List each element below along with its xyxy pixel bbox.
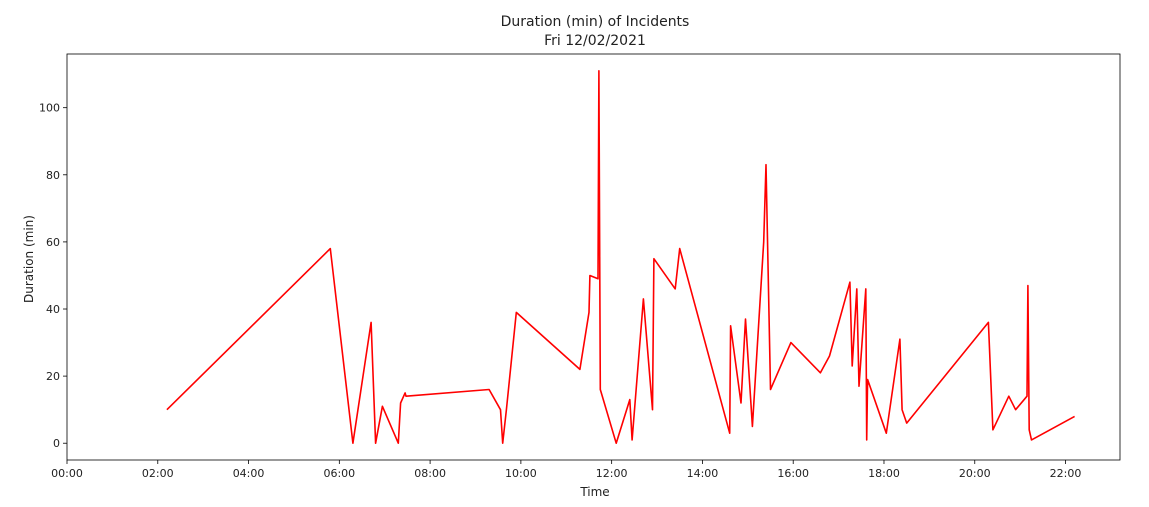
y-axis-label: Duration (min): [22, 215, 36, 303]
y-tick-label: 20: [46, 370, 60, 383]
x-tick-label: 14:00: [687, 467, 719, 480]
x-tick-label: 20:00: [959, 467, 991, 480]
x-tick-label: 08:00: [414, 467, 446, 480]
y-tick-label: 40: [46, 303, 60, 316]
chart-subtitle: Fri 12/02/2021: [544, 33, 646, 49]
y-tick-label: 0: [53, 437, 60, 450]
x-tick-label: 04:00: [233, 467, 265, 480]
x-tick-label: 00:00: [51, 467, 83, 480]
x-tick-label: 16:00: [777, 467, 809, 480]
x-tick-label: 18:00: [868, 467, 900, 480]
y-tick-label: 100: [39, 102, 60, 115]
x-axis-label: Time: [579, 485, 609, 499]
y-tick-label: 80: [46, 169, 60, 182]
y-tick-label: 60: [46, 236, 60, 249]
plot-area: 00:00 02:00 04:00 06:00 08:00 10:00 12:00 14:00…: [39, 53, 1121, 480]
chart-title: Duration (min) of Incidents: [501, 14, 690, 30]
x-tick-label: 02:00: [142, 467, 174, 480]
x-tick-label: 06:00: [323, 467, 355, 480]
x-tick-label: 12:00: [596, 467, 628, 480]
series-line-0: [166, 70, 1075, 444]
x-tick-label: 22:00: [1050, 467, 1082, 480]
plot-frame: [66, 53, 1121, 461]
x-tick-label: 10:00: [505, 467, 537, 480]
